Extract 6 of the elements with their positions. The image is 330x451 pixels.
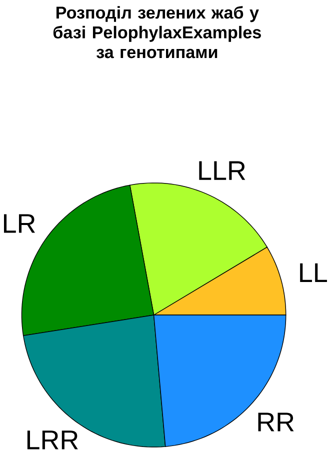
slice-label: RR — [258, 412, 294, 432]
chart-title: Розподіл зелених жаб у базі PelophylaxExamples за генотипами — [54, 6, 262, 58]
slice-label: LRR — [28, 430, 78, 450]
slice-label: LL — [300, 263, 328, 282]
slice-label: LLR — [199, 161, 246, 180]
slice-label: LR — [4, 214, 36, 233]
